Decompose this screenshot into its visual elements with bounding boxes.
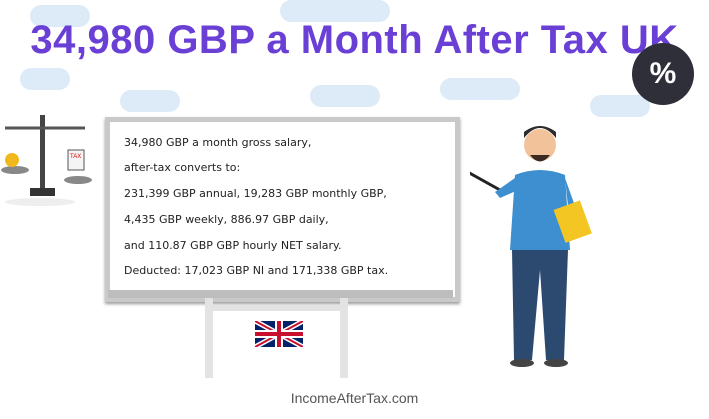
cloud [30,5,90,27]
percent-badge-icon: % [632,43,694,105]
board-line: 231,399 GBP annual, 19,283 GBP monthly G… [124,187,387,200]
cloud [310,85,380,107]
board-line: 34,980 GBP a month gross salary, [124,136,312,149]
teacher-illustration [470,126,592,367]
cloud [120,90,180,112]
scale-label: TAX [70,154,81,160]
cloud [440,78,520,100]
page-title: 34,980 GBP a Month After Tax UK [30,18,679,62]
whiteboard: 34,980 GBP a month gross salary, after-t… [105,117,460,302]
cloud [20,68,70,90]
board-leg [340,298,348,378]
board-line: after-tax converts to: [124,161,241,174]
tax-scale-icon: TAX [1,115,92,206]
cloud [280,0,390,22]
cloud [590,95,650,117]
board-line: and 110.87 GBP GBP hourly NET salary. [124,239,342,252]
site-footer: IncomeAfterTax.com [290,390,419,406]
board-line: Deducted: 17,023 GBP NI and 171,338 GBP … [124,264,389,277]
uk-flag-icon [255,321,303,347]
board-tray [108,290,453,298]
board-leg [205,298,213,378]
board-crossbar [212,305,344,311]
board-line: 4,435 GBP weekly, 886.97 GBP daily, [124,213,329,226]
